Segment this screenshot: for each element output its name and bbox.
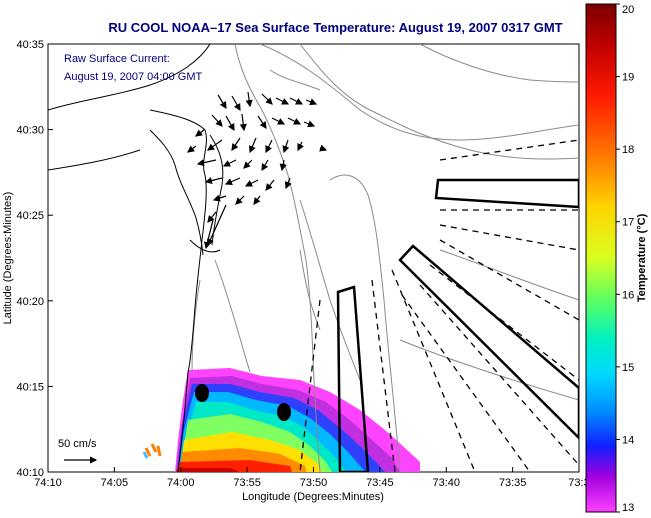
colorbar-tick-label: 19 [622,72,634,84]
x-tick-label: 73:55 [233,477,261,489]
colorbar-ticks: 20 19 18 17 16 15 14 13 [616,3,634,514]
x-tick-label: 73:3 [568,477,589,489]
sst-swath [142,368,420,472]
coastline [48,44,224,472]
hf-radar-site-2 [277,403,291,421]
colorbar-tick-label: 17 [622,217,634,229]
colorbar-tick-label: 14 [622,434,634,446]
colorbar-tick-label: 15 [622,362,634,374]
dashed-sector-lines [299,139,579,472]
map-title: RU COOL NOAA–17 Sea Surface Temperature:… [108,20,563,35]
x-tick-label: 74:10 [34,477,62,489]
x-tick-label: 73:35 [499,477,527,489]
colorbar-label: Temperature (°C) [636,213,648,302]
x-tick-label: 73:40 [432,477,460,489]
colorbar [585,3,617,513]
x-tick-label: 74:05 [101,477,129,489]
y-tick-label: 40:10 [16,467,44,479]
y-tick-label: 40:35 [16,39,44,51]
scale-label: 50 cm/s [58,438,97,450]
current-vectors [187,91,328,250]
colorbar-tick-label: 20 [622,4,634,16]
colorbar-tick-label: 18 [622,144,634,156]
hf-radar-site-1 [195,384,209,402]
legend-line-1: Raw Surface Current: [64,53,170,65]
colorbar-tick-label: 16 [622,289,634,301]
y-axis-ticks: 40:35 40:30 40:25 40:20 40:15 40:10 [16,39,53,479]
x-tick-label: 74:00 [167,477,195,489]
y-tick-label: 40:20 [16,296,44,308]
colorbar-tick-label: 13 [622,502,634,514]
y-tick-label: 40:30 [16,125,44,137]
x-axis-ticks: 74:10 74:05 74:00 73:55 73:50 73:45 73:40 73:35… [34,467,590,489]
x-tick-label: 73:45 [366,477,394,489]
y-axis-title: Latitude (Degrees:Minutes) [2,192,14,325]
bathymetry-contours [191,44,579,472]
y-tick-label: 40:25 [16,210,44,222]
lease-polygons [336,178,579,472]
x-tick-label: 73:50 [300,477,328,489]
x-axis-title: Longitude (Degrees:Minutes) [242,491,384,503]
y-tick-label: 40:15 [16,381,44,393]
legend-line-2: August 19, 2007 04:00 GMT [64,71,202,83]
